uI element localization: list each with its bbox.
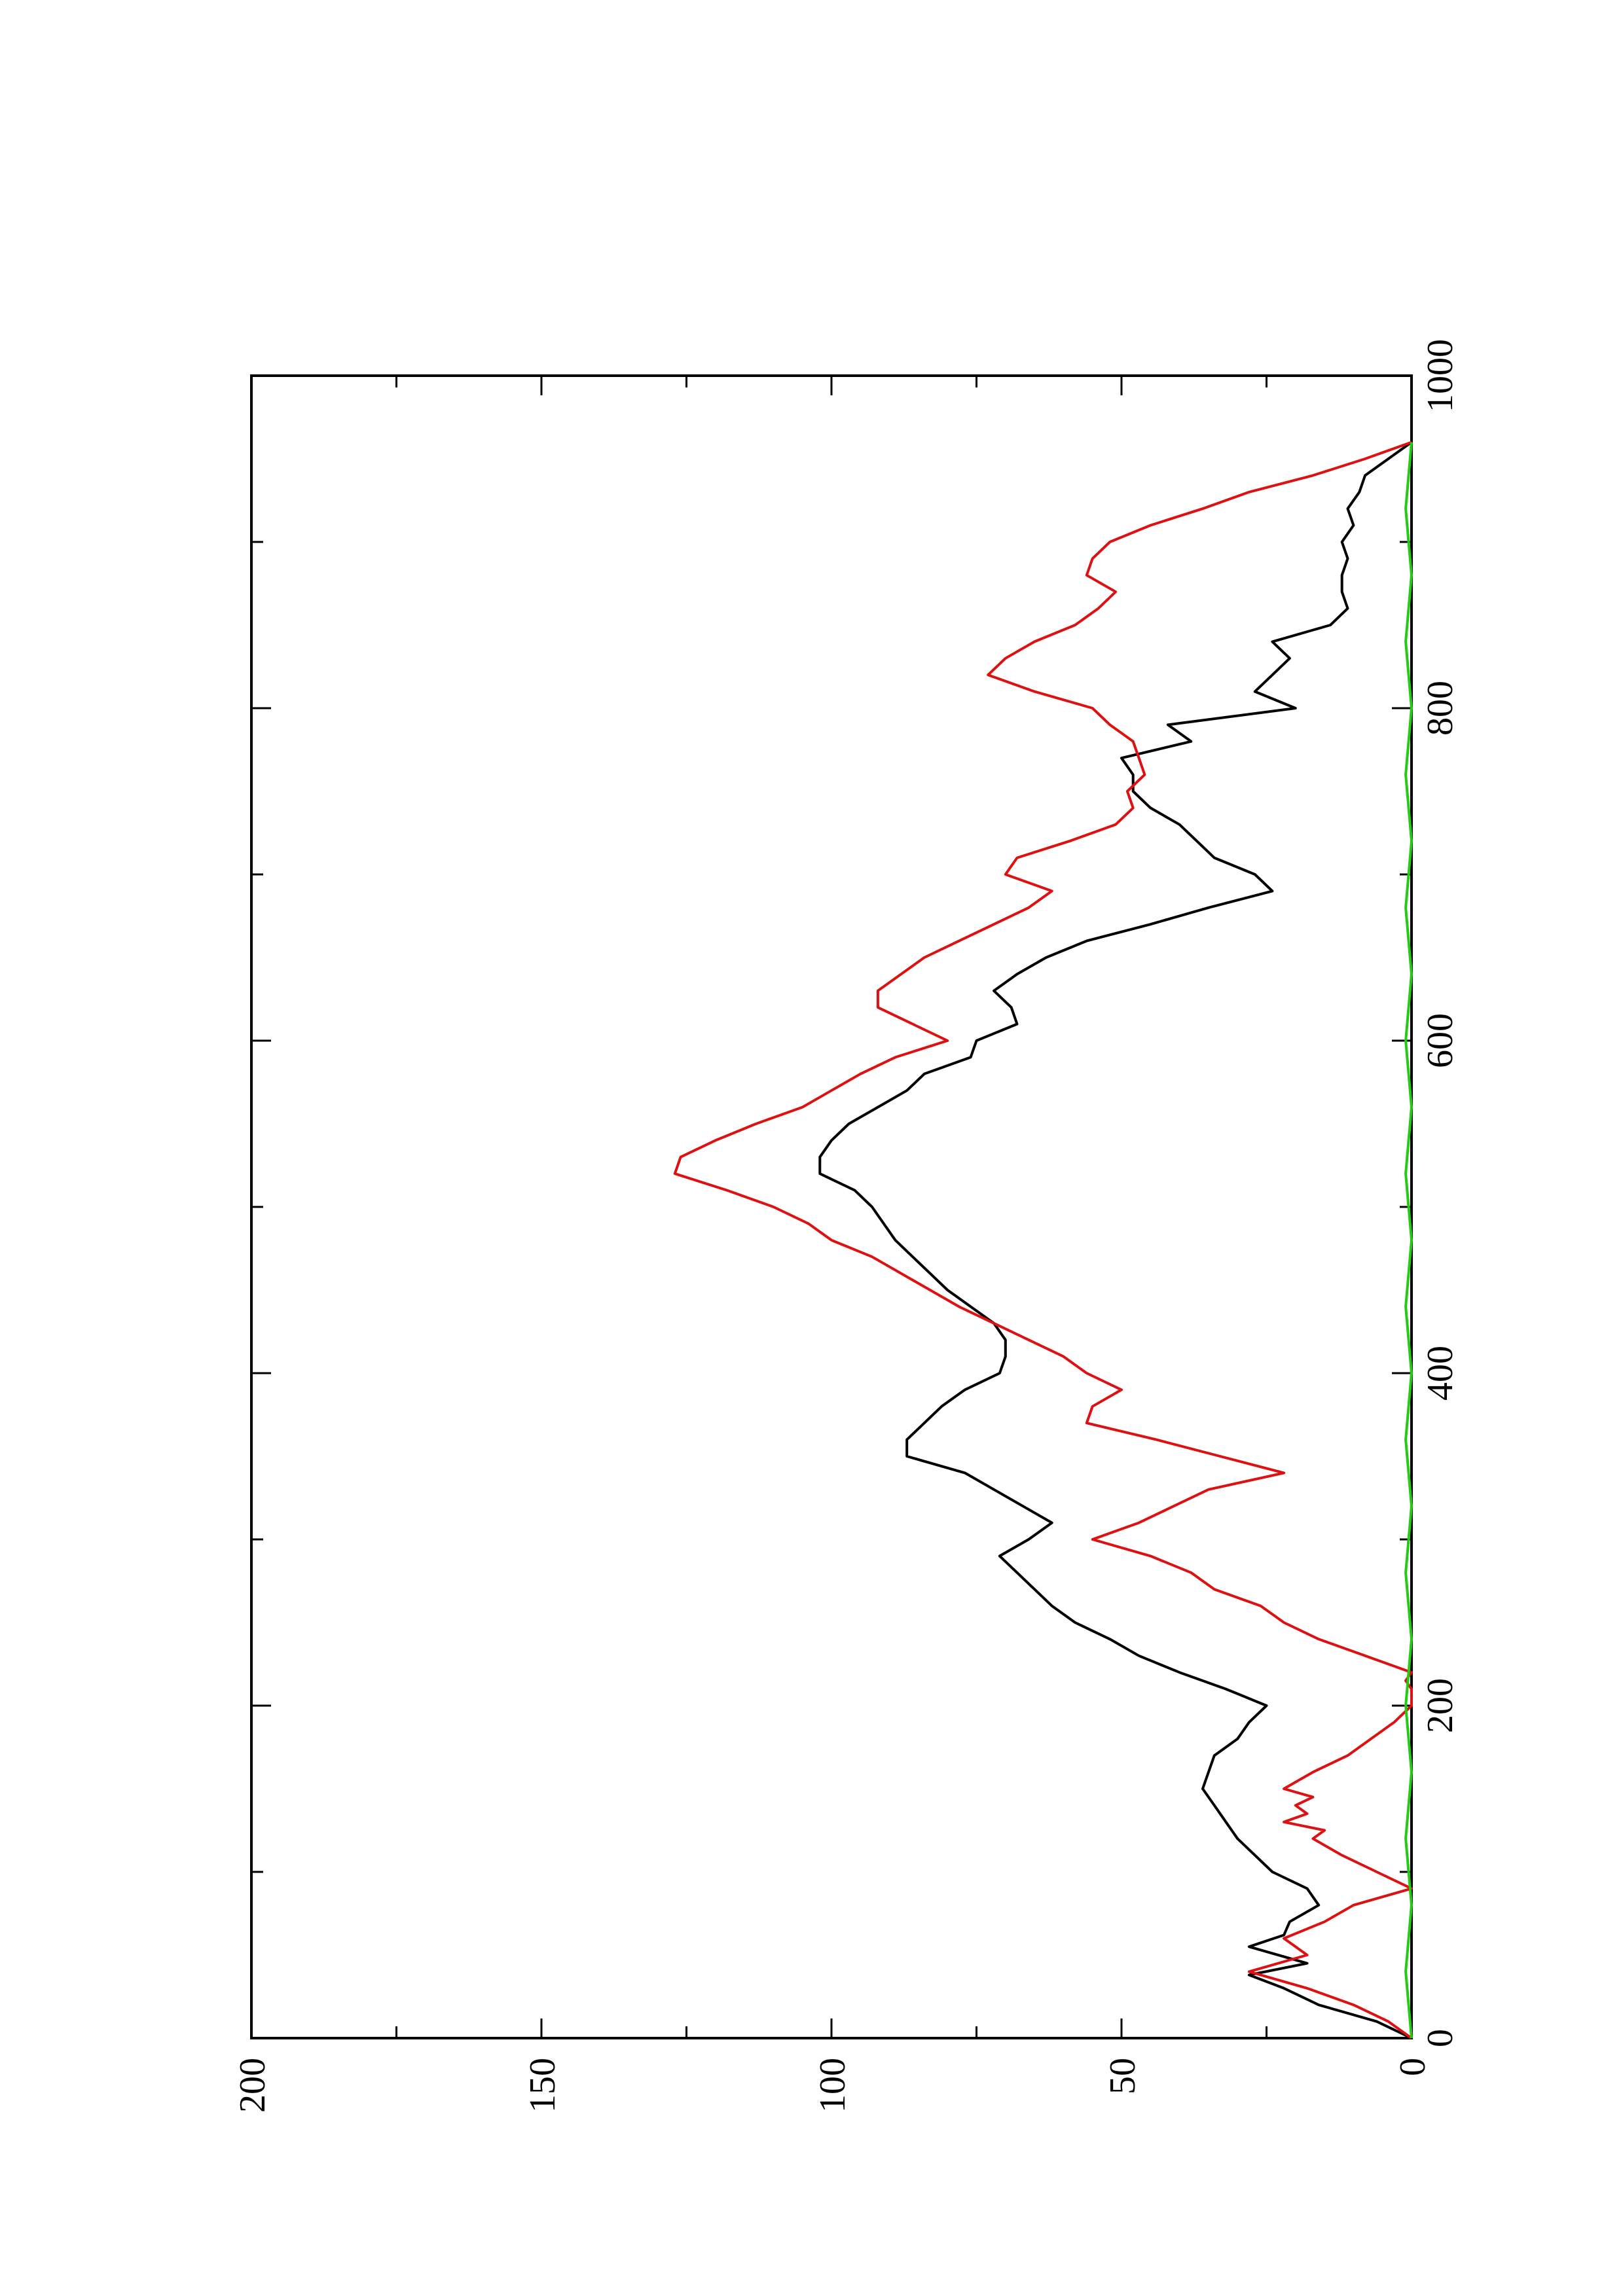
x-tick-label: 200 xyxy=(1420,1678,1461,1733)
series-layer xyxy=(673,440,1413,2039)
x-tick-label: 0 xyxy=(1420,2029,1461,2047)
x-tick-label: 400 xyxy=(1420,1346,1461,1401)
tick-labels: 0 200 400 600 800 1000 0 50 100 150 200 xyxy=(232,339,1461,2113)
series-black-line xyxy=(818,440,1413,2039)
series-red-line xyxy=(673,440,1413,2039)
x-tick-label: 600 xyxy=(1420,1013,1461,1068)
plot-frame xyxy=(250,374,1413,2039)
y-tick-label: 200 xyxy=(232,2058,273,2113)
x-tick-label: 1000 xyxy=(1420,339,1461,412)
y-tick-label: 50 xyxy=(1103,2058,1143,2094)
x-tick-label: 800 xyxy=(1420,681,1461,736)
y-tick-label: 150 xyxy=(522,2058,563,2113)
series-green-line xyxy=(1404,442,1413,2039)
y-tick-label: 100 xyxy=(812,2058,853,2113)
tick-marks xyxy=(250,374,1413,2039)
y-tick-label: 0 xyxy=(1393,2058,1433,2076)
